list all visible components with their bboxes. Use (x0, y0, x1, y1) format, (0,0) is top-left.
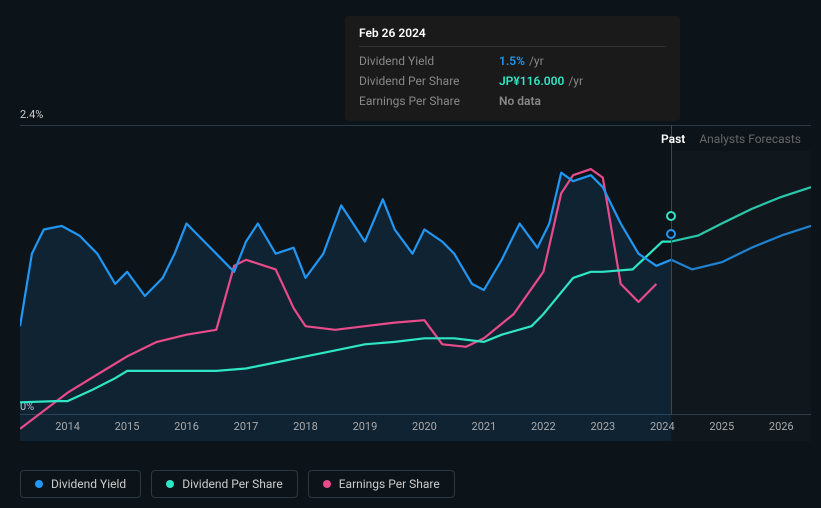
x-axis-label: 2025 (709, 420, 734, 433)
legend-item[interactable]: Dividend Per Share (151, 470, 298, 498)
x-axis: 2014 2015 2016 2017 2018 2019 2020 2021 2022 2023… (20, 420, 811, 440)
tooltip-value: JP¥116.000 (499, 74, 564, 88)
tab-forecast[interactable]: Analysts Forecasts (699, 132, 801, 146)
legend-item[interactable]: Dividend Yield (20, 470, 141, 498)
tooltip-suffix: /yr (568, 74, 583, 88)
legend: Dividend Yield Dividend Per Share Earnings… (20, 470, 455, 498)
chart-tooltip: Feb 26 2024 Dividend Yield1.5%/yrDividen… (345, 16, 680, 121)
series-marker (666, 211, 676, 221)
tooltip-label: Earnings Per Share (359, 94, 499, 108)
series-marker (666, 229, 676, 239)
tooltip-row: Dividend Per ShareJP¥116.000/yr (359, 71, 666, 91)
x-axis-label: 2022 (531, 420, 556, 433)
legend-dot (35, 480, 43, 488)
y-axis-max: 2.4% (20, 108, 43, 121)
x-axis-label: 2024 (650, 420, 675, 433)
chart-svg (20, 151, 811, 441)
legend-label: Earnings Per Share (339, 477, 440, 491)
chart-container: 2.4% 0% Past Analysts Forecasts 20142015… (20, 100, 811, 450)
x-axis-label: 2014 (55, 420, 80, 433)
hover-line (671, 125, 672, 415)
legend-label: Dividend Yield (51, 477, 126, 491)
chart-tabs: Past Analysts Forecasts (661, 132, 801, 146)
x-axis-label: 2020 (412, 420, 437, 433)
tooltip-label: Dividend Per Share (359, 74, 499, 88)
legend-item[interactable]: Earnings Per Share (308, 470, 455, 498)
tab-past[interactable]: Past (661, 132, 685, 146)
tooltip-label: Dividend Yield (359, 54, 499, 68)
tooltip-date: Feb 26 2024 (359, 26, 666, 47)
tooltip-value: No data (499, 94, 541, 108)
x-axis-label: 2017 (234, 420, 259, 433)
tooltip-rows: Dividend Yield1.5%/yrDividend Per ShareJ… (359, 51, 666, 111)
legend-label: Dividend Per Share (182, 477, 283, 491)
x-axis-label: 2026 (769, 420, 794, 433)
tooltip-suffix: /yr (529, 54, 544, 68)
x-axis-label: 2015 (115, 420, 140, 433)
chart-area[interactable] (20, 125, 811, 415)
x-axis-label: 2018 (293, 420, 318, 433)
tooltip-row: Dividend Yield1.5% /yr (359, 51, 666, 71)
legend-dot (166, 480, 174, 488)
x-axis-label: 2021 (472, 420, 497, 433)
x-axis-label: 2016 (174, 420, 199, 433)
tooltip-value: 1.5% (499, 54, 525, 68)
legend-dot (323, 480, 331, 488)
tooltip-row: Earnings Per ShareNo data (359, 91, 666, 111)
x-axis-label: 2023 (590, 420, 615, 433)
x-axis-label: 2019 (353, 420, 378, 433)
